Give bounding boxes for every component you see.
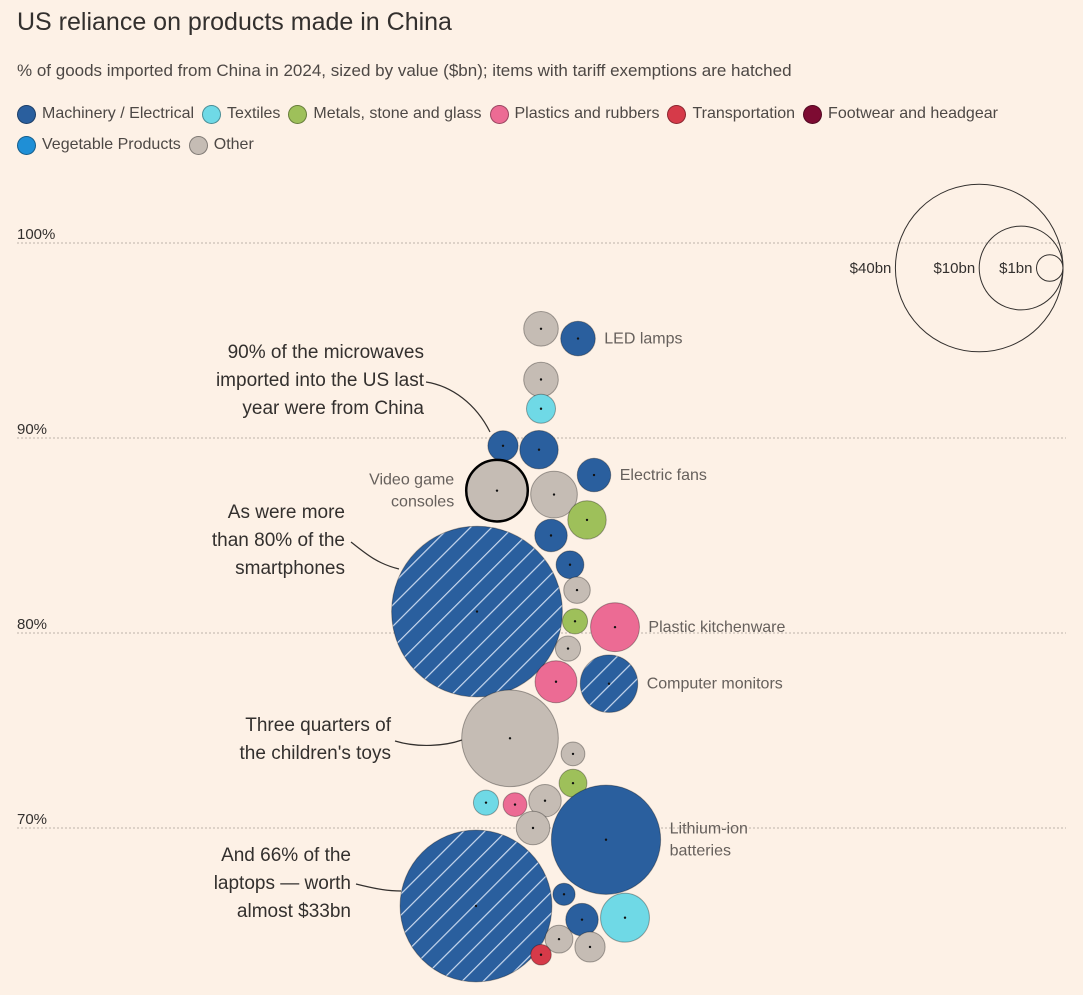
bubble-electric-fans-center: [592, 473, 596, 477]
bubble-26-center: [531, 826, 535, 830]
y-tick-label-70: 70%: [17, 811, 47, 828]
legend-label-metals: Metals, stone and glass: [313, 105, 482, 122]
annotation-smartphones: As were more than 80% of the smartphones: [212, 502, 345, 579]
bubble-31-center: [623, 916, 627, 919]
legend-swatch-plastics: [489, 104, 509, 124]
label-plastic-kitchenware: Plastic kitchenware: [648, 619, 785, 636]
legend-label-textiles: Textiles: [227, 105, 281, 122]
bubble-10-center: [585, 518, 589, 522]
bubble-11-center: [549, 534, 553, 537]
size-key-label-40: $40bn: [850, 260, 892, 277]
legend-swatch-other: [188, 135, 208, 155]
label-electric-fans: Electric fans: [620, 467, 707, 484]
legend-item-vegetable: Vegetable Products: [17, 134, 181, 156]
legend-label-plastics: Plastics and rubbers: [514, 105, 660, 122]
legend-swatch-textiles: [202, 104, 222, 124]
bubble-30-center: [580, 918, 584, 921]
legend-item-machinery: Machinery / Electrical: [17, 103, 194, 125]
legend-swatch-footwear: [803, 104, 823, 124]
annotation-smartphones-leader: [350, 541, 400, 570]
annotation-microwaves-leader: [425, 381, 491, 433]
legend-label-footwear: Footwear and headgear: [828, 105, 998, 122]
annotation-toys: Three quarters of the children's toys: [240, 715, 392, 764]
label-video-game-consoles: Video game consoles: [369, 472, 454, 511]
annotations: 90% of the microwaves imported into the U…: [212, 342, 425, 922]
size-key-label-1: $1bn: [999, 260, 1032, 277]
legend-label-vegetable: Vegetable Products: [42, 136, 181, 153]
bubble-24-center: [513, 803, 517, 806]
legend-label-machinery: Machinery / Electrical: [42, 105, 195, 122]
bubble-microwaves-center: [501, 444, 505, 447]
annotation-laptops: And 66% of the laptops — worth almost $33b…: [214, 845, 351, 922]
bubble-23-center: [484, 801, 488, 804]
legend-item-other: Other: [188, 134, 254, 156]
legend-label-transportation: Transportation: [692, 105, 796, 122]
y-tick-label-80: 80%: [17, 616, 47, 633]
legend-swatch-machinery: [17, 104, 36, 124]
bubble-33-center: [588, 945, 592, 949]
y-tick-labels: 70% 80% 90% 100%: [17, 226, 55, 828]
label-computer-monitors: Computer monitors: [647, 676, 783, 693]
annotation-leaders: [350, 381, 491, 892]
bubble-laptops-center: [474, 904, 478, 908]
size-key-circle-1: [1036, 254, 1064, 282]
bubble-4-center: [539, 407, 543, 410]
bubble-9-center: [552, 493, 556, 496]
legend-item-metals: Metals, stone and glass: [288, 103, 482, 125]
y-tick-label-90: 90%: [17, 421, 47, 438]
legend-item-plastics: Plastics and rubbers: [489, 103, 660, 125]
legend: Machinery / Electrical Textiles Metals, …: [17, 103, 1077, 156]
annotation-laptops-leader: [355, 883, 402, 892]
annotation-microwaves: 90% of the microwaves imported into the U…: [216, 342, 425, 419]
y-tick-label-100: 100%: [17, 226, 55, 243]
legend-swatch-transportation: [667, 104, 687, 124]
label-lithium-ion-batteries: Lithium-ion batteries: [670, 821, 748, 860]
size-key-label-10: $10bn: [933, 260, 975, 277]
bubble-video-game-consoles-center: [495, 489, 499, 492]
legend-item-footwear: Footwear and headgear: [803, 103, 998, 125]
bubble-34-center: [539, 953, 543, 956]
bubbles: [391, 311, 662, 983]
bubble-32-center: [557, 937, 561, 941]
label-led-lamps: LED lamps: [604, 331, 682, 348]
bubble-computer-monitors-center: [607, 682, 611, 685]
bubble-led-lamps-center: [576, 337, 580, 340]
legend-item-textiles: Textiles: [202, 103, 280, 125]
legend-swatch-vegetable: [17, 135, 36, 155]
bubble-29-center: [562, 893, 566, 896]
bubble-17-center: [566, 647, 570, 650]
chart-title: US reliance on products made in China: [17, 8, 452, 36]
annotation-toys-leader: [394, 739, 463, 747]
bubble-13-center: [568, 563, 572, 566]
legend-label-other: Other: [213, 136, 254, 153]
bubble-3-center: [539, 378, 543, 381]
bubble-plastic-kitchenware-center: [613, 625, 617, 629]
bubble-25-center: [543, 799, 547, 802]
bubble-lithium-ion-batteries-center: [604, 838, 608, 841]
bubble-22-center: [571, 781, 575, 785]
bubble-14-center: [575, 588, 579, 592]
legend-swatch-metals: [288, 104, 308, 124]
bubble-1-center: [539, 327, 543, 330]
bubble-18-center: [554, 680, 558, 683]
chart-subtitle: % of goods imported from China in 2024, …: [17, 61, 792, 80]
bubble-smartphones-center: [475, 610, 479, 613]
bubble-children-s-toys-center: [508, 737, 512, 740]
legend-item-transportation: Transportation: [667, 103, 795, 125]
bubble-labels: LED lamps Electric fans Video game consoles…: [369, 331, 785, 860]
bubble-6-center: [537, 448, 541, 451]
bubble-21-center: [571, 752, 575, 756]
bubble-15-center: [573, 620, 577, 623]
size-key: $40bn $10bn $1bn: [850, 183, 1064, 353]
